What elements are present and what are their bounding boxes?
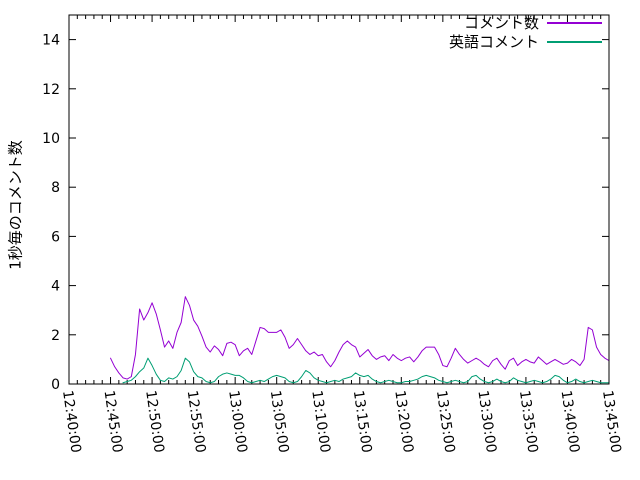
x-tick-label: 13:00:00 — [225, 389, 250, 454]
legend-entry-comments: コメント数 — [449, 13, 602, 32]
y-tick-label: 14 — [42, 33, 60, 49]
y-tick-label: 6 — [51, 229, 60, 245]
y-tick-label: 0 — [51, 377, 60, 393]
y-tick-label: 10 — [42, 131, 60, 147]
x-tick-label: 12:50:00 — [142, 389, 167, 454]
x-tick-label: 13:40:00 — [558, 389, 583, 454]
legend-swatch-english — [547, 40, 602, 43]
series-line-comments — [110, 296, 610, 380]
x-tick-label: 13:05:00 — [267, 389, 292, 454]
x-tick-label: 12:40:00 — [59, 389, 84, 454]
legend-label-english: 英語コメント — [448, 33, 539, 51]
y-tick-label: 2 — [51, 328, 60, 344]
x-tick-label: 13:15:00 — [350, 389, 375, 454]
plot-border — [68, 14, 610, 385]
x-tick-label: 13:30:00 — [474, 389, 499, 454]
legend-entry-english: 英語コメント — [449, 32, 602, 51]
series-line-english — [122, 357, 610, 384]
y-tick-label: 4 — [51, 279, 60, 295]
y-tick-label: 12 — [42, 82, 60, 98]
y-axis-title: 1秒毎のコメント数 — [6, 140, 25, 270]
x-tick-label: 13:10:00 — [308, 389, 333, 454]
x-tick-label: 13:35:00 — [516, 389, 541, 454]
legend-label-comments: コメント数 — [463, 14, 539, 32]
legend-swatch-comments — [547, 21, 602, 24]
y-tick-label: 8 — [51, 180, 60, 196]
x-tick-label: 12:55:00 — [184, 389, 209, 454]
x-tick-label: 13:25:00 — [433, 389, 458, 454]
x-tick-label: 13:45:00 — [599, 389, 624, 454]
legend: コメント数 英語コメント — [449, 13, 602, 51]
x-tick-label: 13:20:00 — [391, 389, 416, 454]
x-tick-label: 12:45:00 — [101, 389, 126, 454]
